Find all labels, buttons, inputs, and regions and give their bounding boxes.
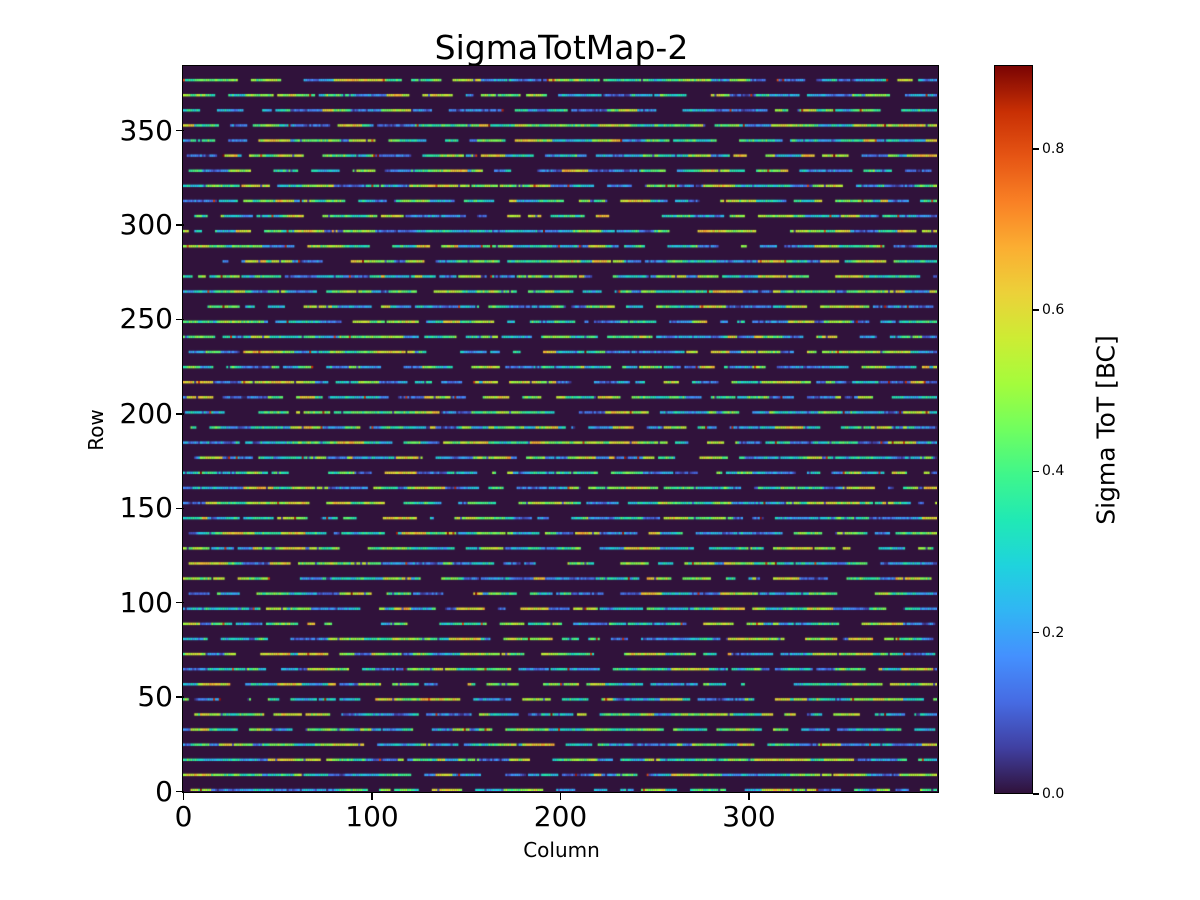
x-tick-mark: [748, 791, 750, 800]
heatmap-canvas: [183, 66, 937, 791]
x-tick-mark: [371, 791, 373, 800]
y-tick-mark: [175, 790, 184, 793]
y-tick-label: 150: [119, 491, 173, 525]
colorbar-tick-mark: [1033, 631, 1039, 634]
y-tick-mark: [175, 129, 184, 132]
colorbar-tick-label: 0.4: [1042, 463, 1065, 480]
x-tick-mark: [559, 791, 562, 800]
y-tick-label: 350: [119, 113, 173, 147]
x-tick-mark: [182, 791, 185, 800]
y-tick-label: 300: [119, 208, 173, 242]
colorbar-tick-label: 0.6: [1042, 302, 1065, 319]
colorbar-tick-mark: [1033, 148, 1039, 150]
x-tick-label: 300: [722, 800, 776, 833]
colorbar-tick-mark: [1033, 793, 1039, 795]
y-tick-mark: [175, 224, 184, 226]
y-tick-label: 200: [119, 396, 173, 430]
colorbar-tick-mark: [1033, 309, 1039, 311]
y-tick-label: 0: [155, 774, 173, 808]
y-tick-mark: [175, 318, 184, 321]
y-tick-label: 250: [119, 302, 173, 336]
colorbar-tick-label: 0.2: [1042, 624, 1065, 641]
y-tick-mark: [175, 507, 184, 510]
y-tick-mark: [175, 696, 184, 698]
x-axis-label: Column: [523, 838, 600, 862]
x-tick-label: 100: [345, 800, 399, 833]
chart-title: SigmaTotMap-2: [434, 28, 689, 67]
y-tick-mark: [175, 601, 184, 604]
x-tick-label: 0: [174, 800, 193, 833]
colorbar-gradient: [995, 66, 1032, 793]
y-tick-label: 50: [137, 680, 173, 714]
heatmap-frame: [182, 65, 939, 793]
x-tick-label: 200: [533, 800, 588, 833]
y-tick-label: 100: [119, 585, 173, 619]
colorbar-frame: [994, 65, 1033, 794]
colorbar-tick-mark: [1033, 470, 1039, 473]
colorbar-tick-label: 0.8: [1042, 140, 1065, 157]
colorbar-label: Sigma ToT [BC]: [1091, 335, 1121, 525]
colorbar-tick-label: 0.0: [1042, 786, 1065, 802]
y-tick-mark: [175, 413, 184, 415]
